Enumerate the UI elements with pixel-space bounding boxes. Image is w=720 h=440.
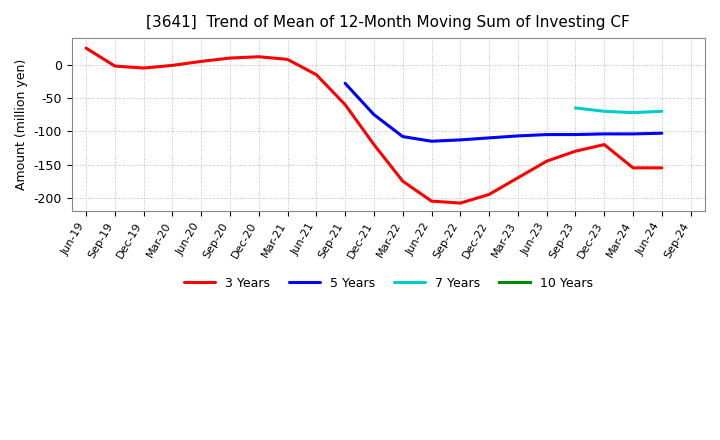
- 3 Years: [341, 102, 349, 107]
- Line: 5 Years: 5 Years: [345, 83, 662, 141]
- 3 Years: [657, 165, 666, 170]
- Title: [3641]  Trend of Mean of 12-Month Moving Sum of Investing CF: [3641] Trend of Mean of 12-Month Moving …: [146, 15, 630, 30]
- 3 Years: [82, 45, 91, 51]
- 5 Years: [341, 81, 349, 86]
- 3 Years: [197, 59, 205, 64]
- 7 Years: [629, 110, 637, 115]
- 3 Years: [225, 55, 234, 61]
- 5 Years: [600, 131, 608, 136]
- Legend: 3 Years, 5 Years, 7 Years, 10 Years: 3 Years, 5 Years, 7 Years, 10 Years: [179, 272, 598, 295]
- 7 Years: [571, 105, 580, 110]
- 3 Years: [312, 72, 320, 77]
- Line: 7 Years: 7 Years: [575, 108, 662, 113]
- 3 Years: [110, 63, 119, 69]
- 3 Years: [600, 142, 608, 147]
- 3 Years: [571, 149, 580, 154]
- 3 Years: [254, 54, 263, 59]
- 3 Years: [427, 198, 436, 204]
- 3 Years: [456, 201, 464, 206]
- 3 Years: [513, 175, 522, 180]
- 5 Years: [369, 112, 378, 117]
- 5 Years: [629, 131, 637, 136]
- 5 Years: [427, 139, 436, 144]
- 5 Years: [456, 137, 464, 143]
- 5 Years: [513, 133, 522, 139]
- 5 Years: [485, 135, 493, 140]
- 5 Years: [542, 132, 551, 137]
- 5 Years: [571, 132, 580, 137]
- 3 Years: [542, 158, 551, 164]
- 5 Years: [398, 134, 407, 139]
- 3 Years: [168, 63, 176, 68]
- 3 Years: [369, 142, 378, 147]
- 7 Years: [657, 109, 666, 114]
- 5 Years: [657, 131, 666, 136]
- Line: 3 Years: 3 Years: [86, 48, 662, 203]
- Y-axis label: Amount (million yen): Amount (million yen): [15, 59, 28, 190]
- 7 Years: [600, 109, 608, 114]
- 3 Years: [629, 165, 637, 170]
- 3 Years: [398, 179, 407, 184]
- 3 Years: [139, 66, 148, 71]
- 3 Years: [485, 192, 493, 197]
- 3 Years: [283, 57, 292, 62]
